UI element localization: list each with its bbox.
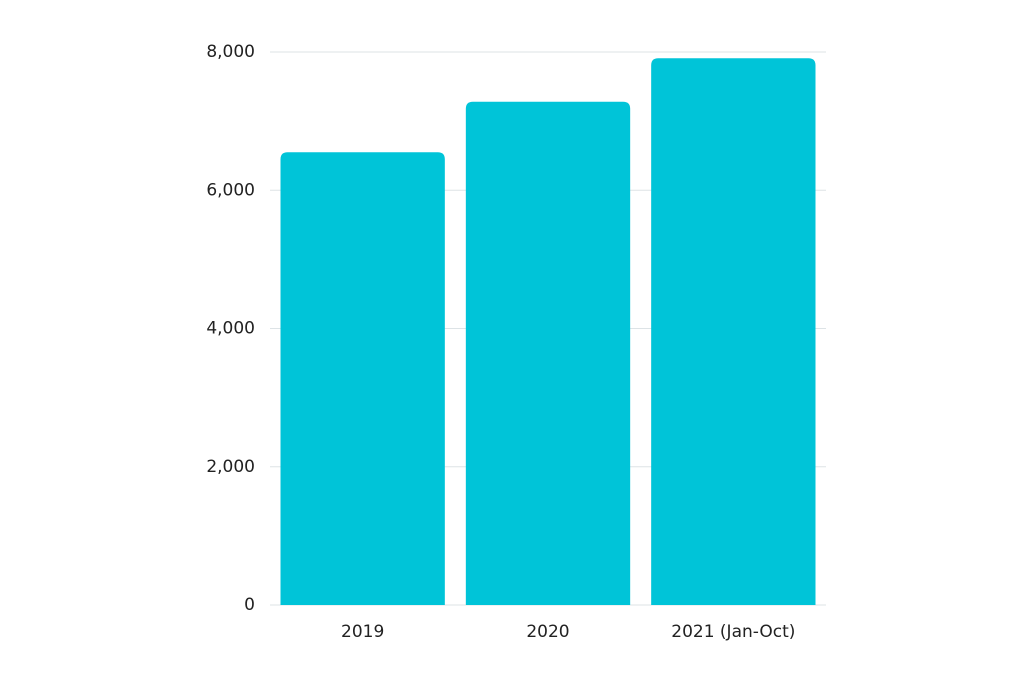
bar [465, 101, 631, 606]
y-tick-label: 0 [244, 595, 255, 615]
y-tick-label: 4,000 [206, 319, 255, 339]
bar [651, 58, 816, 605]
y-tick-label: 6,000 [206, 180, 255, 200]
x-tick-label: 2020 [526, 622, 569, 642]
y-tick-label: 2,000 [206, 457, 255, 477]
x-tick-label: 2019 [341, 622, 384, 642]
x-tick-label: 2021 (Jan-Oct) [671, 622, 795, 642]
bar [280, 152, 445, 605]
y-tick-label: 8,000 [206, 42, 255, 62]
